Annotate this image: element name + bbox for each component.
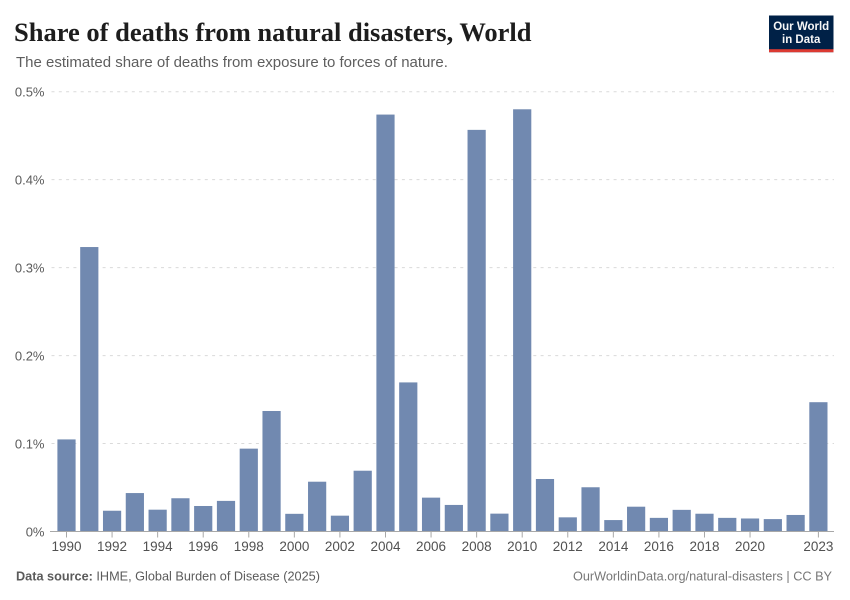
svg-text:1992: 1992 <box>97 539 127 554</box>
svg-text:0%: 0% <box>26 524 45 539</box>
svg-text:0.5%: 0.5% <box>15 85 45 100</box>
svg-text:2012: 2012 <box>553 539 583 554</box>
svg-text:The estimated share of deaths: The estimated share of deaths from expos… <box>16 54 448 71</box>
svg-text:0.3%: 0.3% <box>15 260 45 275</box>
svg-text:Our World: Our World <box>773 21 829 33</box>
svg-text:0.4%: 0.4% <box>15 172 45 187</box>
svg-text:1998: 1998 <box>234 539 264 554</box>
svg-text:1994: 1994 <box>143 539 174 554</box>
svg-text:2010: 2010 <box>507 539 537 554</box>
svg-text:2023: 2023 <box>803 539 833 554</box>
svg-text:2016: 2016 <box>644 539 674 554</box>
svg-text:1990: 1990 <box>51 539 81 554</box>
svg-text:Data source: IHME, Global Burd: Data source: IHME, Global Burden of Dise… <box>16 569 320 583</box>
svg-text:2014: 2014 <box>598 539 629 554</box>
svg-text:2004: 2004 <box>370 539 401 554</box>
svg-text:0.1%: 0.1% <box>15 436 45 451</box>
svg-text:2020: 2020 <box>735 539 765 554</box>
svg-text:in Data: in Data <box>782 34 821 46</box>
svg-text:2002: 2002 <box>325 539 355 554</box>
svg-text:OurWorldinData.org/natural-dis: OurWorldinData.org/natural-disasters | C… <box>573 569 833 583</box>
svg-text:2006: 2006 <box>416 539 446 554</box>
svg-text:2008: 2008 <box>462 539 492 554</box>
svg-text:2018: 2018 <box>689 539 719 554</box>
svg-text:0.2%: 0.2% <box>15 348 45 363</box>
svg-text:Share of deaths from natural d: Share of deaths from natural disasters, … <box>14 17 532 47</box>
svg-text:1996: 1996 <box>188 539 218 554</box>
svg-text:2000: 2000 <box>279 539 309 554</box>
